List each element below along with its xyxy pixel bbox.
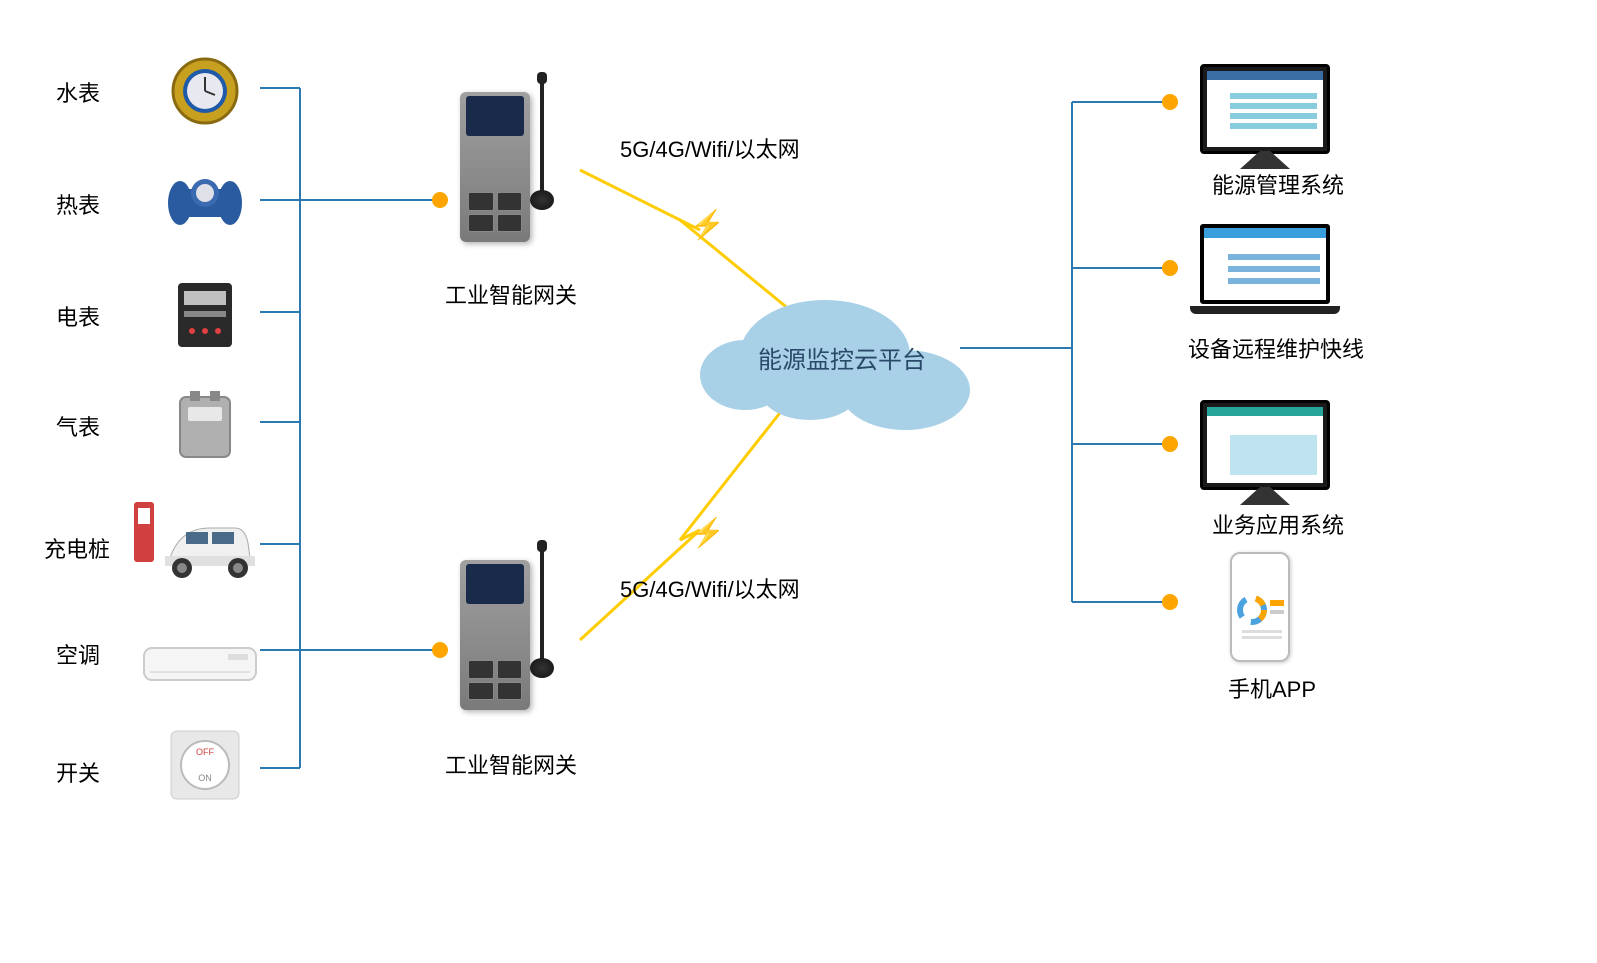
water-meter-icon [160, 46, 250, 136]
client-label-ems: 能源管理系统 [1212, 168, 1344, 200]
device-label-heat: 热表 [56, 188, 100, 220]
device-label-switch: 开关 [56, 756, 100, 788]
junction-dot [1162, 94, 1178, 110]
lightning-bolt-icon: ⚡ [690, 208, 725, 241]
gateway-device-1 [460, 92, 550, 252]
svg-text:ON: ON [198, 773, 212, 783]
junction-dot [1162, 594, 1178, 610]
client-label-biz: 业务应用系统 [1212, 508, 1344, 540]
switch-icon: OFF ON [160, 720, 250, 810]
client-biz [1200, 400, 1330, 490]
junction-dot [1162, 260, 1178, 276]
device-label-charging: 充电桩 [44, 532, 110, 564]
gateway-label-1: 工业智能网关 [445, 278, 577, 310]
device-label-ac: 空调 [56, 638, 100, 670]
client-laptop [1190, 224, 1340, 324]
gas-meter-icon [160, 380, 250, 470]
air-conditioner-icon [140, 620, 260, 710]
client-phone [1230, 552, 1290, 662]
client-label-laptop: 设备远程维护快线 [1188, 332, 1364, 364]
junction-dot [1162, 436, 1178, 452]
heat-meter-icon [160, 158, 250, 248]
connection-label-2: 5G/4G/Wifi/以太网 [620, 572, 800, 604]
connection-label-1: 5G/4G/Wifi/以太网 [620, 132, 800, 164]
svg-text:OFF: OFF [196, 747, 214, 757]
device-label-water: 水表 [56, 76, 100, 108]
client-label-phone: 手机APP [1228, 672, 1316, 704]
device-label-electric: 电表 [56, 300, 100, 332]
gateway-device-2 [460, 560, 550, 720]
junction-dot [432, 642, 448, 658]
gateway-label-2: 工业智能网关 [445, 748, 577, 780]
charging-station-icon [130, 498, 260, 588]
client-ems [1200, 64, 1330, 154]
cloud-label: 能源监控云平台 [742, 340, 942, 375]
device-label-gas: 气表 [56, 410, 100, 442]
lightning-bolt-icon: ⚡ [690, 516, 725, 549]
junction-dot [432, 192, 448, 208]
cloud-platform: 能源监控云平台 [700, 290, 980, 430]
electric-meter-icon [160, 270, 250, 360]
